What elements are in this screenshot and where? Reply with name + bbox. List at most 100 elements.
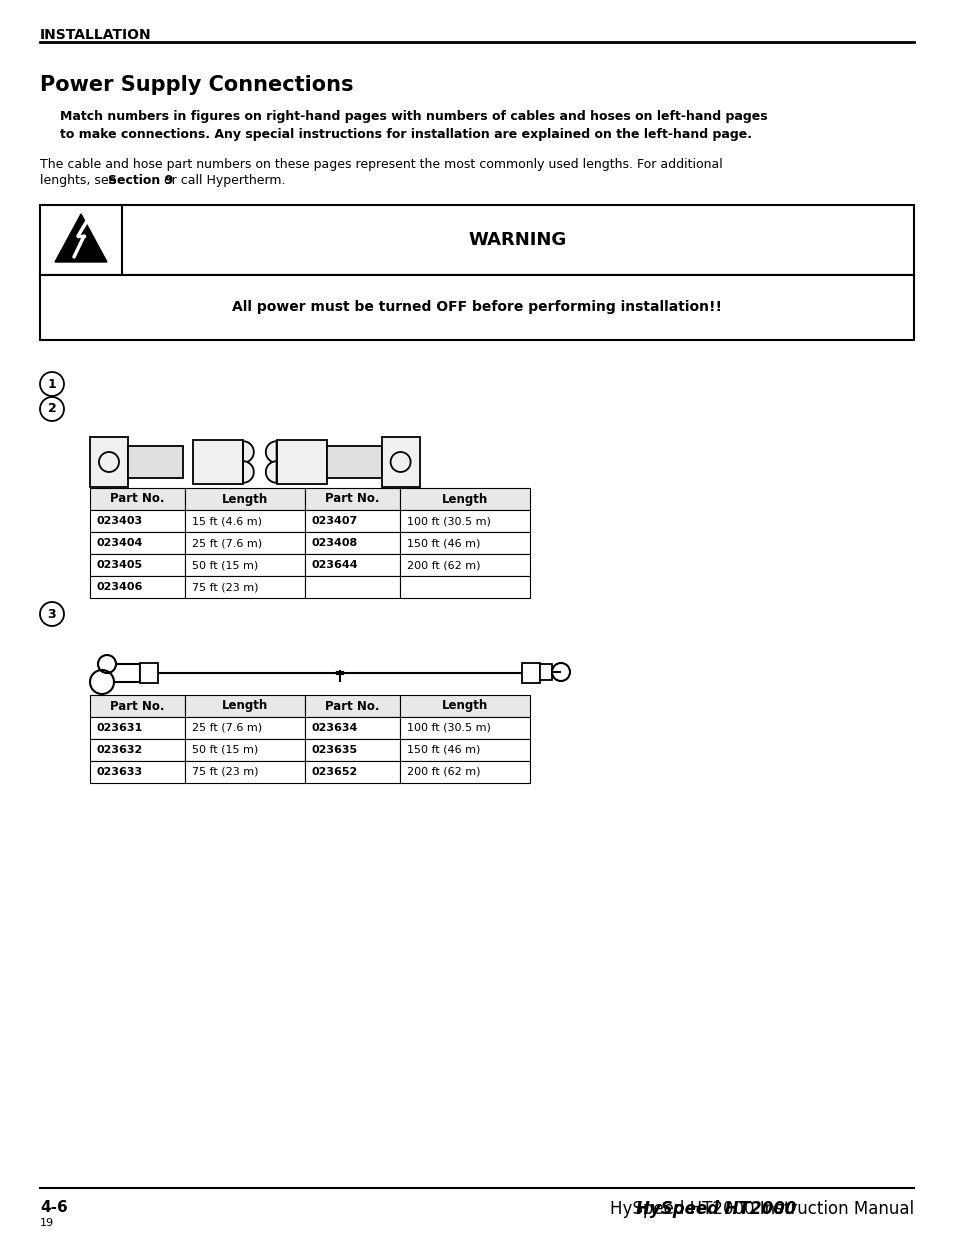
Bar	[305, 532, 399, 555]
Text: 75 ft (23 m): 75 ft (23 m)	[192, 767, 258, 777]
Text: The cable and hose part numbers on these pages represent the most commonly used : The cable and hose part numbers on these…	[40, 158, 722, 170]
Bar	[185, 555, 305, 576]
Text: lenghts, see: lenghts, see	[40, 174, 120, 186]
Text: Match numbers in figures on right-hand pages with numbers of cables and hoses on: Match numbers in figures on right-hand p…	[60, 110, 767, 124]
Text: Length: Length	[222, 493, 268, 505]
Bar	[185, 761, 305, 783]
Bar	[140, 663, 158, 683]
Polygon shape	[55, 214, 107, 262]
Bar	[90, 555, 185, 576]
Text: 023404: 023404	[97, 538, 143, 548]
Text: Section 9: Section 9	[108, 174, 173, 186]
Text: 023403: 023403	[97, 516, 143, 526]
Text: 150 ft (46 m): 150 ft (46 m)	[407, 745, 480, 755]
Text: 4-6: 4-6	[40, 1200, 68, 1215]
Text: 023634: 023634	[312, 722, 358, 734]
Bar	[90, 695, 185, 718]
Bar	[399, 532, 530, 555]
Text: 023407: 023407	[312, 516, 358, 526]
Text: 200 ft (62 m): 200 ft (62 m)	[407, 767, 480, 777]
Bar	[185, 532, 305, 555]
Text: 100 ft (30.5 m): 100 ft (30.5 m)	[407, 516, 491, 526]
Text: 023632: 023632	[97, 745, 143, 755]
Text: or call Hypertherm.: or call Hypertherm.	[160, 174, 285, 186]
Bar	[90, 576, 185, 598]
Polygon shape	[266, 461, 276, 483]
Text: Part No.: Part No.	[325, 699, 379, 713]
Text: 50 ft (15 m): 50 ft (15 m)	[192, 559, 258, 571]
Text: Part No.: Part No.	[325, 493, 379, 505]
Bar	[539, 664, 552, 680]
Polygon shape	[243, 461, 253, 483]
Bar	[185, 510, 305, 532]
Bar	[276, 440, 326, 484]
Text: 023652: 023652	[312, 767, 358, 777]
Text: 200 ft (62 m): 200 ft (62 m)	[407, 559, 480, 571]
Bar	[399, 695, 530, 718]
Bar	[90, 761, 185, 783]
Text: 3: 3	[48, 608, 56, 620]
Bar	[90, 739, 185, 761]
Bar	[40, 205, 913, 275]
Text: Length: Length	[441, 699, 488, 713]
Bar	[399, 739, 530, 761]
Text: WARNING: WARNING	[468, 231, 566, 249]
Text: HySpeed HT2000 Instruction Manual: HySpeed HT2000 Instruction Manual	[609, 1200, 913, 1218]
Text: HySpeed HT2000: HySpeed HT2000	[635, 1200, 796, 1218]
Text: 023633: 023633	[97, 767, 143, 777]
Text: Part No.: Part No.	[111, 493, 165, 505]
Bar	[305, 761, 399, 783]
Bar	[305, 695, 399, 718]
Polygon shape	[243, 441, 253, 463]
Bar	[399, 576, 530, 598]
Text: 19: 19	[40, 1218, 54, 1228]
Bar	[90, 718, 185, 739]
Text: to make connections. Any special instructions for installation are explained on : to make connections. Any special instruc…	[60, 128, 751, 141]
Text: 023406: 023406	[97, 582, 143, 592]
Bar	[305, 555, 399, 576]
Bar	[305, 510, 399, 532]
Text: 25 ft (7.6 m): 25 ft (7.6 m)	[192, 538, 262, 548]
Bar	[90, 488, 185, 510]
Bar	[305, 718, 399, 739]
Bar	[326, 446, 381, 478]
Bar	[128, 446, 183, 478]
Bar	[305, 488, 399, 510]
Text: 023644: 023644	[312, 559, 358, 571]
Text: Power Supply Connections: Power Supply Connections	[40, 75, 354, 95]
Text: 75 ft (23 m): 75 ft (23 m)	[192, 582, 258, 592]
Text: INSTALLATION: INSTALLATION	[40, 28, 152, 42]
Bar	[185, 576, 305, 598]
Bar	[399, 555, 530, 576]
Bar	[90, 510, 185, 532]
Bar	[90, 437, 128, 487]
Polygon shape	[266, 441, 276, 463]
Text: Part No.: Part No.	[111, 699, 165, 713]
Bar	[399, 510, 530, 532]
Text: 023631: 023631	[97, 722, 143, 734]
Text: 25 ft (7.6 m): 25 ft (7.6 m)	[192, 722, 262, 734]
Text: Length: Length	[441, 493, 488, 505]
Bar	[399, 488, 530, 510]
Text: 023635: 023635	[312, 745, 357, 755]
Bar	[40, 275, 913, 340]
Bar	[185, 488, 305, 510]
Bar	[185, 739, 305, 761]
Bar	[399, 761, 530, 783]
Text: 50 ft (15 m): 50 ft (15 m)	[192, 745, 258, 755]
Text: 15 ft (4.6 m): 15 ft (4.6 m)	[192, 516, 262, 526]
Bar	[185, 695, 305, 718]
Bar	[305, 739, 399, 761]
Text: 2: 2	[48, 403, 56, 415]
Text: 150 ft (46 m): 150 ft (46 m)	[407, 538, 480, 548]
Bar	[193, 440, 243, 484]
Text: 023405: 023405	[97, 559, 143, 571]
Bar	[185, 718, 305, 739]
Text: 023408: 023408	[312, 538, 358, 548]
Bar	[381, 437, 419, 487]
Text: 1: 1	[48, 378, 56, 390]
Text: All power must be turned OFF before performing installation!!: All power must be turned OFF before perf…	[232, 300, 721, 315]
Bar	[399, 718, 530, 739]
Text: 100 ft (30.5 m): 100 ft (30.5 m)	[407, 722, 491, 734]
Bar	[521, 663, 539, 683]
